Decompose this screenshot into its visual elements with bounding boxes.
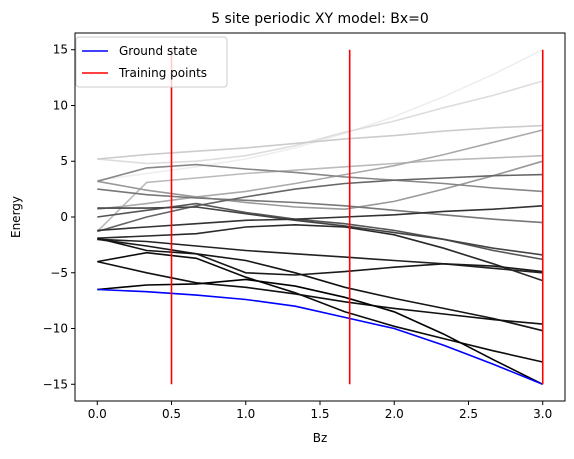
y-tick-label: −5 <box>50 266 68 280</box>
x-tick-label: 1.5 <box>310 407 329 421</box>
y-tick-label: −15 <box>43 377 68 391</box>
x-tick-label: 1.0 <box>236 407 255 421</box>
x-axis-label: Bz <box>313 431 328 445</box>
x-tick-label: 2.0 <box>385 407 404 421</box>
legend-label-training-points: Training points <box>118 66 207 80</box>
excited-state-line-11 <box>97 206 543 256</box>
x-tick-label: 0.0 <box>88 407 107 421</box>
legend-label-ground-state: Ground state <box>119 44 197 58</box>
y-tick-label: 0 <box>60 210 68 224</box>
y-tick-label: 10 <box>53 98 68 112</box>
legend-frame <box>75 36 228 88</box>
excited-state-line-19 <box>97 278 544 386</box>
x-tick-label: 0.5 <box>162 407 181 421</box>
excited-state-line-3 <box>97 124 543 160</box>
y-tick-label: 5 <box>60 154 68 168</box>
ground-state-line <box>97 288 544 386</box>
legend: Ground state Training points <box>75 36 228 88</box>
x-tick-label: 3.0 <box>533 407 552 421</box>
excited-state-line-18 <box>97 251 543 363</box>
y-tick-label: 15 <box>53 43 68 57</box>
excited-state-line-2 <box>97 80 543 165</box>
series-layer <box>96 48 544 386</box>
chart-title: 5 site periodic XY model: Bx=0 <box>211 11 429 27</box>
y-axis-label: Energy <box>9 196 23 238</box>
excited-state-line-13 <box>97 223 543 282</box>
axes-layer: 0.0 0.5 1.0 1.5 2.0 2.5 3.0 −15 −10 −5 0 5 10 15 <box>43 32 566 421</box>
y-tick-label: −10 <box>43 322 68 336</box>
x-tick-label: 2.5 <box>459 407 478 421</box>
